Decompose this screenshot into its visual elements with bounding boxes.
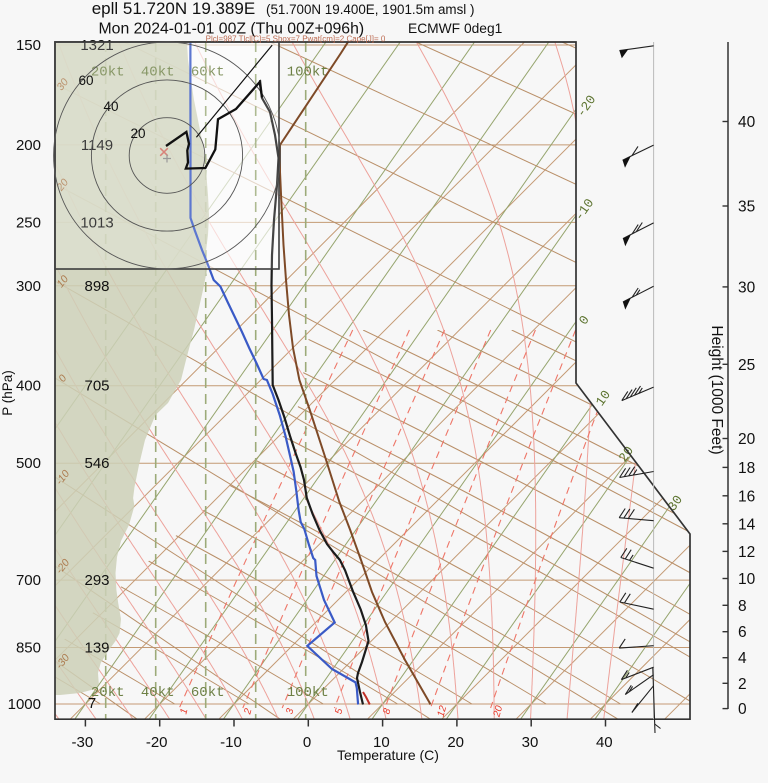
svg-text:40kt: 40kt — [141, 65, 175, 81]
svg-text:6: 6 — [738, 624, 747, 641]
svg-text:-20: -20 — [146, 734, 168, 751]
svg-text:10: 10 — [373, 734, 390, 751]
svg-text:4: 4 — [738, 650, 747, 667]
svg-text:8: 8 — [381, 707, 393, 716]
svg-text:3: 3 — [284, 707, 296, 716]
svg-text:705: 705 — [84, 378, 109, 395]
svg-text:898: 898 — [84, 278, 109, 295]
svg-text:40kt: 40kt — [141, 685, 175, 701]
svg-text:-30: -30 — [72, 734, 94, 751]
svg-text:60kt: 60kt — [191, 685, 225, 701]
svg-text:Mon 2024-01-01 00Z (Thu 00Z+09: Mon 2024-01-01 00Z (Thu 00Z+096h) — [99, 21, 365, 38]
svg-text:Height (1000 Feet): Height (1000 Feet) — [708, 325, 725, 454]
svg-text:40: 40 — [738, 114, 756, 131]
svg-text:(51.700N 19.400E, 1901.5m amsl: (51.700N 19.400E, 1901.5m amsl ) — [266, 2, 474, 17]
svg-text:1: 1 — [178, 707, 190, 715]
svg-text:18: 18 — [738, 460, 755, 477]
svg-text:60: 60 — [78, 73, 93, 88]
svg-text:1000: 1000 — [8, 696, 41, 713]
svg-text:400: 400 — [16, 378, 41, 395]
svg-text:60kt: 60kt — [191, 65, 225, 81]
svg-text:epll 51.720N 19.389E: epll 51.720N 19.389E — [92, 0, 256, 18]
svg-text:10: 10 — [738, 571, 756, 588]
svg-text:25: 25 — [738, 357, 755, 374]
svg-text:8: 8 — [738, 598, 747, 615]
svg-text:12: 12 — [436, 704, 450, 718]
svg-text:30: 30 — [738, 279, 756, 296]
svg-text:14: 14 — [738, 516, 756, 533]
svg-text:2: 2 — [738, 676, 747, 693]
svg-text:40: 40 — [596, 734, 613, 751]
svg-text:ECMWF 0deg1: ECMWF 0deg1 — [408, 21, 502, 36]
svg-text:500: 500 — [16, 455, 41, 472]
svg-text:16: 16 — [738, 488, 755, 505]
svg-text:0: 0 — [303, 734, 311, 751]
svg-text:850: 850 — [16, 640, 41, 657]
svg-text:7: 7 — [88, 695, 96, 712]
svg-text:20: 20 — [447, 734, 464, 751]
svg-text:100kt: 100kt — [287, 65, 329, 81]
svg-text:293: 293 — [84, 572, 109, 589]
svg-text:139: 139 — [84, 640, 109, 657]
svg-text:700: 700 — [16, 572, 41, 589]
svg-text:1149: 1149 — [81, 137, 113, 154]
svg-text:200: 200 — [16, 137, 41, 154]
svg-text:300: 300 — [16, 278, 41, 295]
svg-text:1013: 1013 — [80, 214, 113, 231]
svg-text:20kt: 20kt — [91, 65, 125, 81]
svg-text:250: 250 — [16, 214, 41, 231]
svg-text:5: 5 — [333, 707, 345, 716]
svg-text:12: 12 — [738, 544, 755, 561]
svg-text:20: 20 — [616, 444, 637, 465]
svg-text:2: 2 — [242, 707, 254, 717]
svg-text:35: 35 — [738, 199, 755, 216]
svg-text:40: 40 — [103, 99, 118, 114]
svg-text:0: 0 — [738, 701, 747, 718]
svg-text:-10: -10 — [220, 734, 242, 751]
svg-text:Temperature (C): Temperature (C) — [337, 747, 439, 763]
svg-text:20: 20 — [130, 126, 145, 141]
svg-text:P (hPa): P (hPa) — [0, 370, 15, 416]
svg-text:Plcl=987 Tlcl[C]=5 Shox=7 Pwat: Plcl=987 Tlcl[C]=5 Shox=7 Pwat[cm]=2 Cap… — [206, 35, 386, 44]
svg-text:150: 150 — [16, 37, 41, 54]
svg-text:20: 20 — [738, 431, 756, 448]
svg-text:30: 30 — [522, 734, 539, 751]
svg-text:10: 10 — [593, 388, 614, 409]
svg-text:20kt: 20kt — [91, 685, 125, 701]
svg-text:100kt: 100kt — [287, 685, 329, 701]
svg-text:20: 20 — [491, 704, 505, 719]
svg-text:546: 546 — [84, 455, 109, 472]
